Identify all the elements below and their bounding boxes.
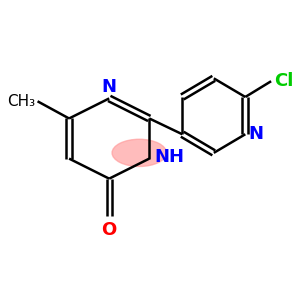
- Text: O: O: [102, 221, 117, 239]
- Text: NH: NH: [154, 148, 184, 166]
- Text: N: N: [102, 78, 117, 96]
- Text: N: N: [249, 125, 264, 143]
- Text: CH₃: CH₃: [7, 94, 35, 109]
- Text: Cl: Cl: [274, 72, 294, 90]
- Ellipse shape: [112, 139, 166, 167]
